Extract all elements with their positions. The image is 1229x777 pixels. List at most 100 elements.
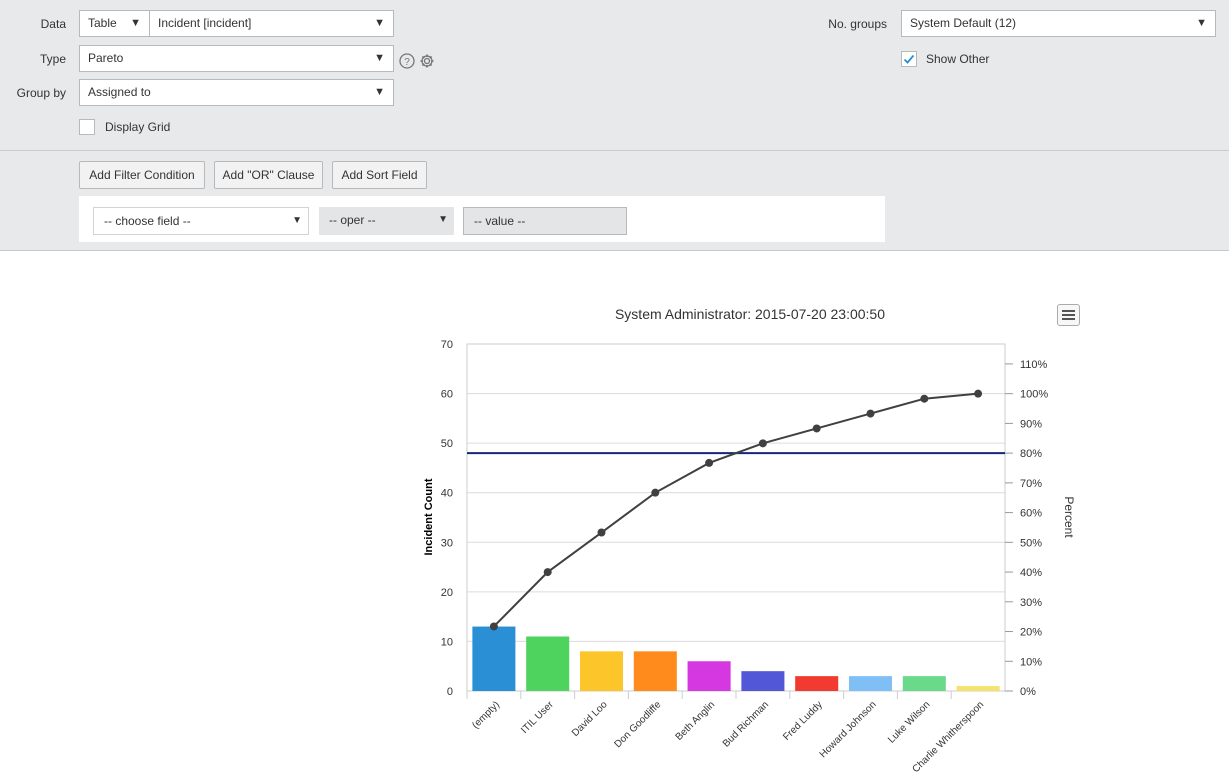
- add-sort-field-button[interactable]: Add Sort Field: [332, 161, 427, 189]
- x-tick-label: David Loo: [570, 699, 610, 739]
- y2-tick-label: 100%: [1020, 389, 1048, 401]
- no-groups-label: No. groups: [828, 17, 887, 31]
- y2-tick-label: 60%: [1020, 508, 1042, 520]
- group-by-label: Group by: [16, 86, 66, 100]
- x-tick-label: Fred Luddy: [781, 699, 825, 743]
- y2-tick-label: 20%: [1020, 627, 1042, 639]
- operator-select[interactable]: -- oper -- ▼: [319, 207, 454, 235]
- chevron-down-icon: ▼: [130, 17, 141, 29]
- y-tick-label: 50: [441, 438, 453, 450]
- bar: [956, 686, 1000, 691]
- gear-icon[interactable]: [419, 53, 435, 69]
- chevron-down-icon: ▼: [374, 86, 385, 98]
- y2-tick-label: 50%: [1020, 537, 1042, 549]
- chevron-down-icon: ▼: [374, 52, 385, 64]
- x-tick-label: Luke Wilson: [886, 699, 932, 745]
- caret-down-icon: ▼: [438, 214, 448, 225]
- x-tick-label: Howard Johnson: [818, 699, 879, 760]
- chart-type-value: Pareto: [88, 51, 124, 65]
- svg-text:?: ?: [404, 57, 410, 68]
- bar: [579, 651, 624, 691]
- bar: [902, 676, 946, 691]
- x-tick-label: ITIL User: [519, 699, 556, 736]
- value-input[interactable]: -- value --: [463, 207, 627, 235]
- cumulative-point: [705, 458, 714, 467]
- data-table-value: Incident [incident]: [158, 16, 252, 30]
- x-tick-label: (empty): [470, 699, 502, 731]
- chevron-down-icon: ▼: [374, 17, 385, 29]
- bar: [687, 661, 731, 691]
- y-tick-label: 0: [447, 686, 453, 698]
- y2-tick-label: 110%: [1020, 359, 1048, 371]
- data-label: Data: [40, 17, 66, 31]
- add-or-clause-button[interactable]: Add "OR" Clause: [214, 161, 323, 189]
- group-by-select[interactable]: Assigned to ▼: [79, 79, 394, 106]
- y-tick-label: 30: [441, 537, 453, 549]
- bar: [741, 671, 785, 691]
- cumulative-point: [920, 394, 929, 403]
- y-axis-label: Incident Count: [423, 478, 435, 555]
- data-source-type-select[interactable]: Table ▼: [79, 10, 150, 37]
- bar: [472, 626, 516, 691]
- no-groups-value: System Default (12): [910, 16, 1017, 30]
- y-axis-right: 0% 10% 20% 30% 40% 50% 60% 70% 80% 90% 100% 110%: [1005, 359, 1048, 698]
- y-tick-label: 20: [441, 587, 453, 599]
- y2-tick-label: 70%: [1020, 478, 1042, 490]
- caret-down-icon: ▼: [292, 215, 302, 226]
- bar: [633, 651, 677, 691]
- bar: [795, 676, 839, 691]
- y2-tick-label: 0%: [1020, 686, 1036, 698]
- checkmark-icon: [903, 54, 915, 64]
- cumulative-point: [758, 439, 767, 448]
- group-by-value: Assigned to: [88, 85, 151, 99]
- filter-condition-row: -- choose field -- ▼ -- oper -- ▼ -- val…: [79, 196, 885, 242]
- y2-tick-label: 10%: [1020, 656, 1042, 668]
- help-icon[interactable]: ?: [399, 53, 415, 69]
- operator-value: -- oper --: [329, 213, 376, 227]
- choose-field-select[interactable]: -- choose field -- ▼: [93, 207, 309, 235]
- x-tick-label: Don Goodliffe: [613, 699, 664, 750]
- cumulative-line: [493, 392, 979, 628]
- data-table-select[interactable]: Incident [incident] ▼: [149, 10, 394, 37]
- y-tick-label: 10: [441, 636, 453, 648]
- x-tick-label: Beth Anglin: [674, 699, 718, 743]
- choose-field-value: -- choose field --: [104, 214, 191, 228]
- y-tick-label: 60: [441, 389, 453, 401]
- chevron-down-icon: ▼: [1196, 17, 1207, 29]
- y2-tick-label: 90%: [1020, 418, 1042, 430]
- chart-title: System Administrator: 2015-07-20 23:00:5…: [614, 306, 886, 322]
- bar-series: [472, 626, 1000, 691]
- cumulative-point: [866, 409, 875, 418]
- chart-menu-button[interactable]: [1057, 304, 1080, 326]
- display-grid-label: Display Grid: [105, 120, 171, 134]
- add-filter-condition-button[interactable]: Add Filter Condition: [79, 161, 205, 189]
- bar: [526, 636, 570, 691]
- cumulative-point: [489, 622, 498, 631]
- cumulative-point: [651, 488, 660, 497]
- no-groups-select[interactable]: System Default (12) ▼: [901, 10, 1216, 37]
- x-tick-label: Bud Richman: [721, 699, 771, 749]
- y2-tick-label: 40%: [1020, 567, 1042, 579]
- y-tick-label: 70: [441, 339, 453, 351]
- show-other-label: Show Other: [926, 52, 990, 66]
- y2-tick-label: 80%: [1020, 448, 1042, 460]
- y-tick-label: 40: [441, 488, 453, 500]
- bar: [848, 676, 893, 691]
- data-source-type-value: Table: [88, 16, 117, 30]
- chart-type-select[interactable]: Pareto ▼: [79, 45, 394, 72]
- cumulative-point: [597, 528, 606, 537]
- cumulative-point: [543, 568, 552, 577]
- cumulative-points: [489, 389, 983, 631]
- x-axis: (empty) ITIL User David Loo Don Goodliffe Be…: [466, 691, 986, 775]
- y2-axis-label: Percent: [1062, 496, 1076, 538]
- cumulative-point: [812, 424, 821, 433]
- display-grid-checkbox[interactable]: [79, 119, 95, 135]
- type-label: Type: [39, 52, 66, 66]
- chart-options-panel: Data Table ▼ Incident [incident] ▼ Type …: [0, 0, 1229, 151]
- show-other-checkbox[interactable]: [901, 51, 917, 67]
- y2-tick-label: 30%: [1020, 597, 1042, 609]
- value-placeholder: -- value --: [474, 214, 526, 228]
- cumulative-point: [974, 389, 983, 398]
- menu-icon: [1062, 310, 1075, 320]
